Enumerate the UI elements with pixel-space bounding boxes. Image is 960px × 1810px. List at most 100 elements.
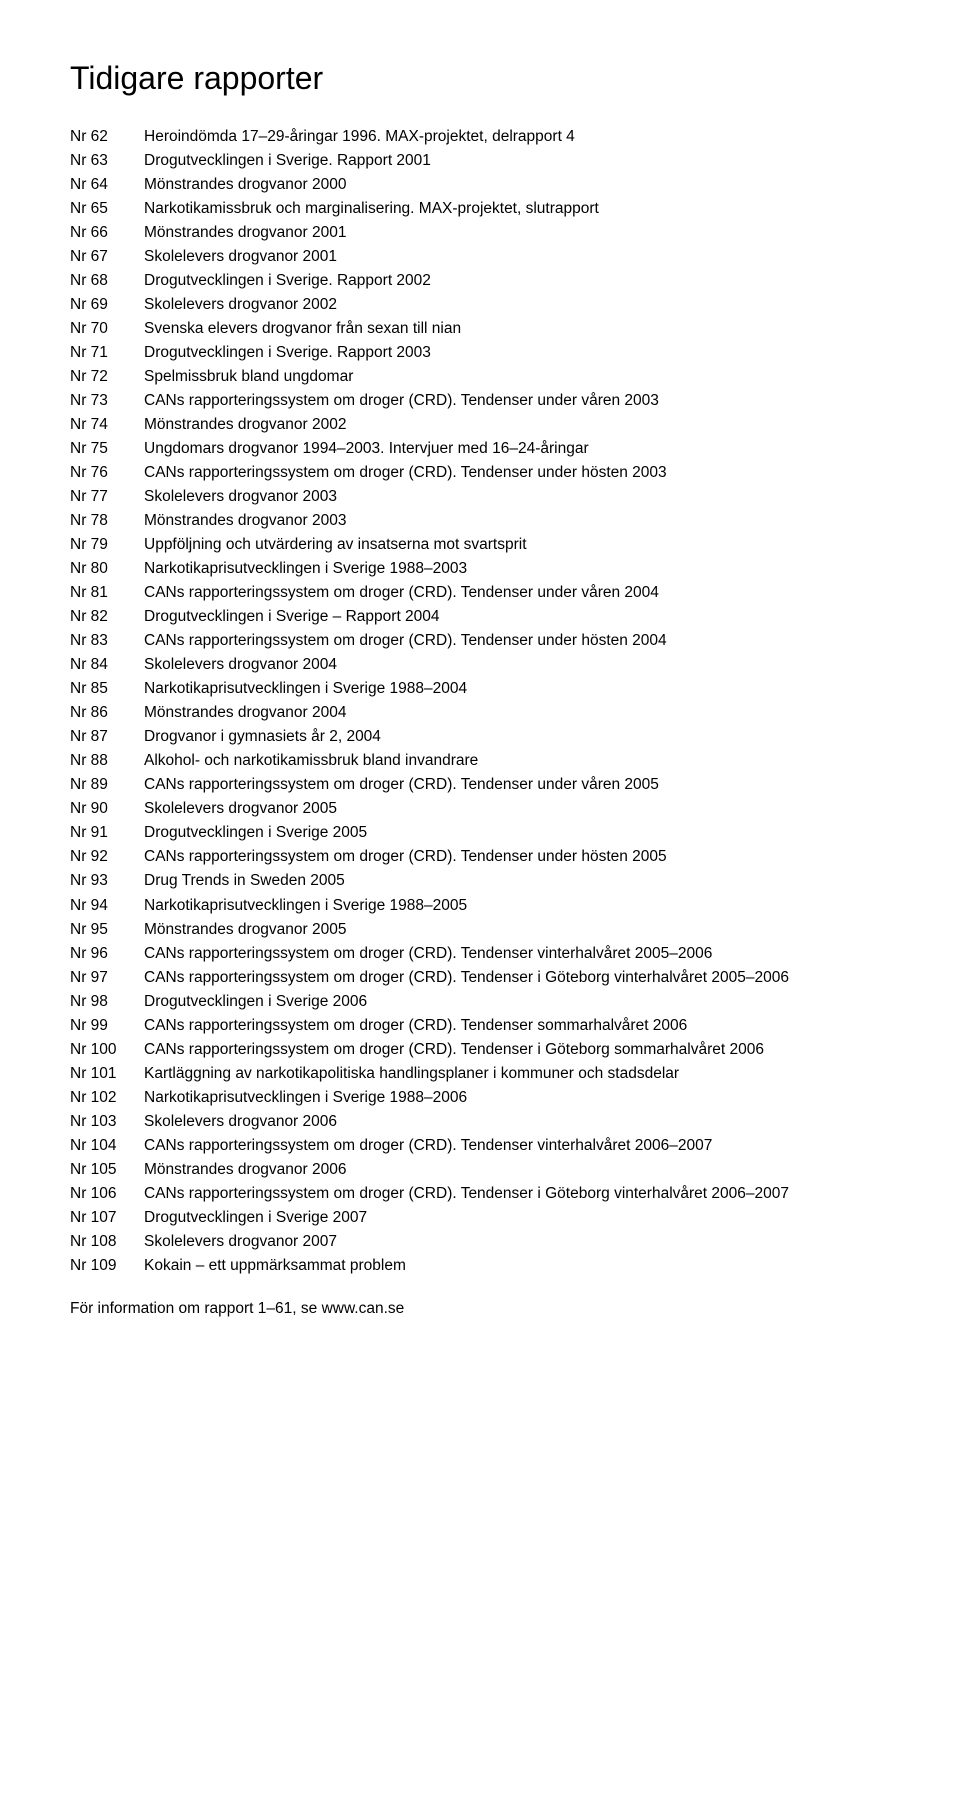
report-description: CANs rapporteringssystem om droger (CRD)… <box>144 773 890 797</box>
report-description: Mönstrandes drogvanor 2005 <box>144 918 890 942</box>
report-number: Nr 92 <box>70 845 144 869</box>
report-description: Skolelevers drogvanor 2005 <box>144 797 890 821</box>
report-entry: Nr 82Drogutvecklingen i Sverige – Rappor… <box>70 605 890 629</box>
report-entry: Nr 108Skolelevers drogvanor 2007 <box>70 1230 890 1254</box>
report-entry: Nr 87Drogvanor i gymnasiets år 2, 2004 <box>70 725 890 749</box>
report-number: Nr 75 <box>70 437 144 461</box>
report-entry: Nr 88Alkohol- och narkotikamissbruk blan… <box>70 749 890 773</box>
report-number: Nr 78 <box>70 509 144 533</box>
report-number: Nr 87 <box>70 725 144 749</box>
report-description: Drug Trends in Sweden 2005 <box>144 869 890 893</box>
report-number: Nr 88 <box>70 749 144 773</box>
report-description: Svenska elevers drogvanor från sexan til… <box>144 317 890 341</box>
report-description: Narkotikaprisutvecklingen i Sverige 1988… <box>144 557 890 581</box>
report-description: Narkotikaprisutvecklingen i Sverige 1988… <box>144 894 890 918</box>
report-entry: Nr 71Drogutvecklingen i Sverige. Rapport… <box>70 341 890 365</box>
report-description: Mönstrandes drogvanor 2002 <box>144 413 890 437</box>
report-entry: Nr 75Ungdomars drogvanor 1994–2003. Inte… <box>70 437 890 461</box>
report-description: CANs rapporteringssystem om droger (CRD)… <box>144 966 890 990</box>
report-number: Nr 100 <box>70 1038 144 1062</box>
report-number: Nr 104 <box>70 1134 144 1158</box>
report-description: CANs rapporteringssystem om droger (CRD)… <box>144 629 890 653</box>
report-number: Nr 82 <box>70 605 144 629</box>
report-list: Nr 62Heroindömda 17–29-åringar 1996. MAX… <box>70 125 890 1278</box>
report-entry: Nr 64Mönstrandes drogvanor 2000 <box>70 173 890 197</box>
report-number: Nr 107 <box>70 1206 144 1230</box>
report-number: Nr 80 <box>70 557 144 581</box>
report-description: Drogutvecklingen i Sverige. Rapport 2003 <box>144 341 890 365</box>
report-entry: Nr 84Skolelevers drogvanor 2004 <box>70 653 890 677</box>
report-description: Mönstrandes drogvanor 2000 <box>144 173 890 197</box>
report-entry: Nr 85Narkotikaprisutvecklingen i Sverige… <box>70 677 890 701</box>
report-entry: Nr 69Skolelevers drogvanor 2002 <box>70 293 890 317</box>
report-number: Nr 97 <box>70 966 144 990</box>
report-description: Narkotikaprisutvecklingen i Sverige 1988… <box>144 1086 890 1110</box>
report-number: Nr 66 <box>70 221 144 245</box>
report-number: Nr 93 <box>70 869 144 893</box>
report-entry: Nr 106CANs rapporteringssystem om droger… <box>70 1182 890 1206</box>
report-description: Drogutvecklingen i Sverige 2005 <box>144 821 890 845</box>
report-description: CANs rapporteringssystem om droger (CRD)… <box>144 581 890 605</box>
report-number: Nr 65 <box>70 197 144 221</box>
report-number: Nr 81 <box>70 581 144 605</box>
report-entry: Nr 91Drogutvecklingen i Sverige 2005 <box>70 821 890 845</box>
report-description: Skolelevers drogvanor 2003 <box>144 485 890 509</box>
report-number: Nr 94 <box>70 894 144 918</box>
report-number: Nr 76 <box>70 461 144 485</box>
report-number: Nr 72 <box>70 365 144 389</box>
report-number: Nr 89 <box>70 773 144 797</box>
report-description: Skolelevers drogvanor 2007 <box>144 1230 890 1254</box>
report-description: CANs rapporteringssystem om droger (CRD)… <box>144 845 890 869</box>
report-entry: Nr 90Skolelevers drogvanor 2005 <box>70 797 890 821</box>
report-entry: Nr 81CANs rapporteringssystem om droger … <box>70 581 890 605</box>
report-entry: Nr 99CANs rapporteringssystem om droger … <box>70 1014 890 1038</box>
report-description: Narkotikamissbruk och marginalisering. M… <box>144 197 890 221</box>
report-entry: Nr 76CANs rapporteringssystem om droger … <box>70 461 890 485</box>
report-description: Kartläggning av narkotikapolitiska handl… <box>144 1062 890 1086</box>
report-description: Uppföljning och utvärdering av insatsern… <box>144 533 890 557</box>
report-number: Nr 95 <box>70 918 144 942</box>
report-entry: Nr 102Narkotikaprisutvecklingen i Sverig… <box>70 1086 890 1110</box>
report-number: Nr 73 <box>70 389 144 413</box>
report-description: Skolelevers drogvanor 2002 <box>144 293 890 317</box>
report-description: Drogutvecklingen i Sverige – Rapport 200… <box>144 605 890 629</box>
report-entry: Nr 74Mönstrandes drogvanor 2002 <box>70 413 890 437</box>
report-entry: Nr 80Narkotikaprisutvecklingen i Sverige… <box>70 557 890 581</box>
report-description: Skolelevers drogvanor 2001 <box>144 245 890 269</box>
report-entry: Nr 86Mönstrandes drogvanor 2004 <box>70 701 890 725</box>
report-number: Nr 74 <box>70 413 144 437</box>
report-description: Alkohol- och narkotikamissbruk bland inv… <box>144 749 890 773</box>
report-entry: Nr 104CANs rapporteringssystem om droger… <box>70 1134 890 1158</box>
report-entry: Nr 100CANs rapporteringssystem om droger… <box>70 1038 890 1062</box>
report-number: Nr 69 <box>70 293 144 317</box>
report-entry: Nr 67Skolelevers drogvanor 2001 <box>70 245 890 269</box>
report-number: Nr 86 <box>70 701 144 725</box>
report-number: Nr 62 <box>70 125 144 149</box>
report-entry: Nr 62Heroindömda 17–29-åringar 1996. MAX… <box>70 125 890 149</box>
report-description: Skolelevers drogvanor 2006 <box>144 1110 890 1134</box>
report-entry: Nr 101Kartläggning av narkotikapolitiska… <box>70 1062 890 1086</box>
report-description: Drogutvecklingen i Sverige. Rapport 2001 <box>144 149 890 173</box>
report-number: Nr 85 <box>70 677 144 701</box>
report-description: CANs rapporteringssystem om droger (CRD)… <box>144 1014 890 1038</box>
report-entry: Nr 93Drug Trends in Sweden 2005 <box>70 869 890 893</box>
report-entry: Nr 109Kokain – ett uppmärksammat problem <box>70 1254 890 1278</box>
report-description: Ungdomars drogvanor 1994–2003. Intervjue… <box>144 437 890 461</box>
report-number: Nr 70 <box>70 317 144 341</box>
report-number: Nr 99 <box>70 1014 144 1038</box>
report-number: Nr 63 <box>70 149 144 173</box>
report-description: Drogutvecklingen i Sverige 2007 <box>144 1206 890 1230</box>
report-entry: Nr 70Svenska elevers drogvanor från sexa… <box>70 317 890 341</box>
report-description: Mönstrandes drogvanor 2003 <box>144 509 890 533</box>
report-number: Nr 105 <box>70 1158 144 1182</box>
page-title: Tidigare rapporter <box>70 60 890 97</box>
report-description: Heroindömda 17–29-åringar 1996. MAX-proj… <box>144 125 890 149</box>
report-entry: Nr 68Drogutvecklingen i Sverige. Rapport… <box>70 269 890 293</box>
report-entry: Nr 63Drogutvecklingen i Sverige. Rapport… <box>70 149 890 173</box>
report-number: Nr 109 <box>70 1254 144 1278</box>
report-number: Nr 90 <box>70 797 144 821</box>
report-entry: Nr 79Uppföljning och utvärdering av insa… <box>70 533 890 557</box>
report-entry: Nr 103Skolelevers drogvanor 2006 <box>70 1110 890 1134</box>
report-entry: Nr 94Narkotikaprisutvecklingen i Sverige… <box>70 894 890 918</box>
report-description: Skolelevers drogvanor 2004 <box>144 653 890 677</box>
